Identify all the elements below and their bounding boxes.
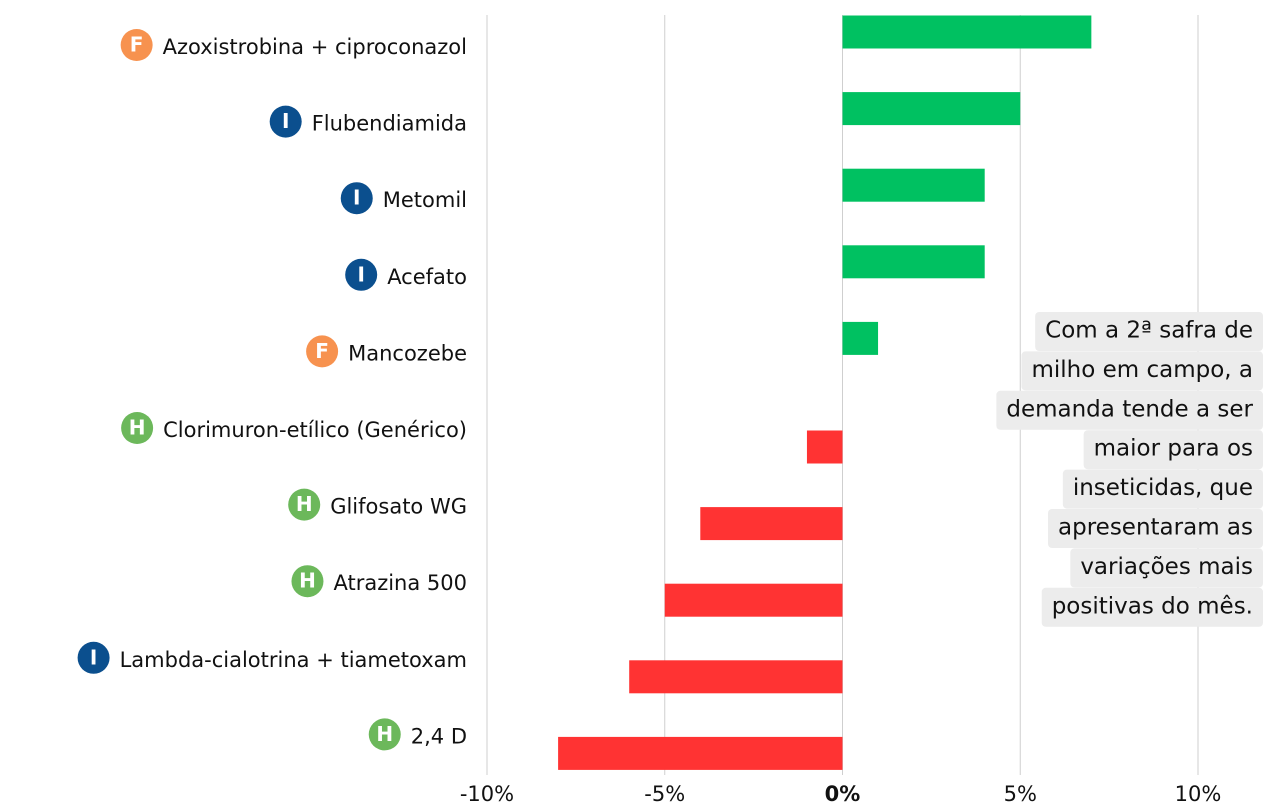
badge [269,105,302,138]
x-tick-label: -10% [460,782,514,806]
annotation-line: demanda tende a ser [1006,396,1253,422]
annotation-line: maior para os [1094,436,1253,462]
badge-letter: H [296,492,313,516]
annotation-bg [1083,430,1263,470]
badge [120,29,153,61]
badge-letter: F [315,339,329,363]
x-tick-label: 10% [1175,782,1222,806]
badge [345,258,378,291]
badge-letter: H [129,416,146,440]
bar [806,430,843,464]
bar [629,660,843,694]
annotation-bg [1062,469,1263,509]
category-label: Clorimuron-etílico (Genérico) [163,418,467,442]
badge-letter: H [299,569,316,593]
annotation-bg [1021,351,1263,391]
annotation-bg [1035,312,1263,351]
annotation-line: Com a 2ª safra de [1045,318,1253,344]
badge [121,412,154,444]
badge-letter: I [353,186,360,210]
annotation-line: apresentaram as [1058,515,1253,541]
bar [700,507,843,541]
annotation-line: positivas do mês. [1052,593,1253,619]
category-label: Mancozebe [348,341,467,365]
category-label: Glifosato WG [330,495,467,519]
x-tick-label: 5% [1004,782,1037,806]
annotation-bg [1070,548,1263,588]
category-label: 2,4 D [411,724,467,748]
category-label: Atrazina 500 [333,571,467,595]
bar [558,736,843,770]
bar [664,583,843,617]
badge [368,718,401,751]
annotation-bg [996,390,1263,430]
badge-letter: I [282,109,289,133]
bar [842,15,1092,49]
category-label: Azoxistrobina + ciproconazol [163,35,467,59]
badge [291,565,324,598]
annotation-bg [1041,587,1263,627]
bar [842,168,985,202]
bar [842,245,985,279]
badge [288,488,321,521]
annotation-bg [1048,509,1263,548]
annotation-line: milho em campo, a [1031,357,1253,383]
category-label: Flubendiamida [312,112,467,136]
badge [306,335,339,368]
x-tick-label: -5% [644,782,685,806]
annotation-line: inseticidas, que [1073,475,1253,501]
category-label: Lambda-cialotrina + tiametoxam [120,648,467,672]
annotation-line: variações mais [1080,554,1253,580]
badge-letter: F [130,33,144,57]
x-tick-label: 0% [825,782,861,806]
badge [77,641,110,674]
badge-letter: I [90,645,97,669]
bar [842,321,879,355]
badge [340,182,373,215]
bar [842,92,1021,126]
category-label: Acefato [387,265,467,289]
category-label: Metomil [383,188,467,212]
badge-letter: H [376,722,393,746]
badge-letter: I [357,262,364,286]
